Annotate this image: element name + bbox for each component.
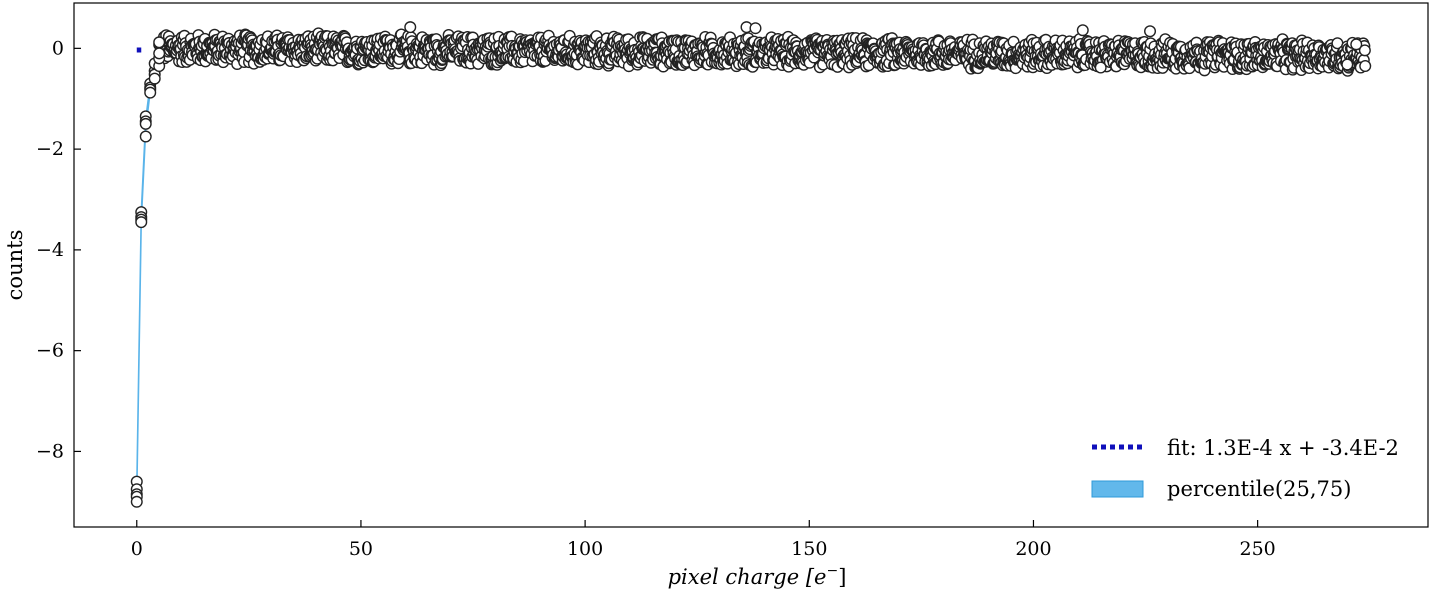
data-point xyxy=(153,47,166,60)
y-tick-label: −6 xyxy=(36,340,64,362)
legend-percentile-swatch xyxy=(1091,480,1144,498)
y-tick-label: 0 xyxy=(52,37,64,59)
data-point xyxy=(1076,24,1089,37)
data-point xyxy=(139,117,152,130)
x-axis-label-main: pixel charge xyxy=(668,565,800,589)
y-tick-label: −8 xyxy=(36,440,64,462)
x-axis-label-space xyxy=(799,565,806,589)
data-point xyxy=(749,22,762,35)
percentile-band xyxy=(136,46,1366,497)
x-axis-label-superscript: − xyxy=(826,563,838,579)
data-point xyxy=(1341,58,1354,71)
data-point xyxy=(404,21,417,34)
data-point xyxy=(153,36,166,49)
x-tick-label: 50 xyxy=(349,538,373,560)
x-axis-label-unit: [e xyxy=(806,565,827,589)
legend-item-fit: fit: 1.3E-4 x + -3.4E-2 xyxy=(1092,436,1399,460)
x-tick-label: 100 xyxy=(567,538,603,560)
data-point xyxy=(148,72,161,85)
data-point xyxy=(139,130,152,143)
x-tick-label: 150 xyxy=(791,538,827,560)
data-point xyxy=(1350,38,1363,51)
x-tick-label: 200 xyxy=(1015,538,1051,560)
x-axis-label: pixel charge [e−] xyxy=(668,563,847,589)
data-point xyxy=(1094,61,1107,74)
plot-frame xyxy=(73,2,1429,528)
data-point xyxy=(135,216,148,229)
x-tick-label: 0 xyxy=(131,538,143,560)
legend: fit: 1.3E-4 x + -3.4E-2 percentile(25,75… xyxy=(1091,436,1399,501)
legend-percentile-label: percentile(25,75) xyxy=(1167,477,1351,501)
data-point xyxy=(1144,25,1157,38)
legend-fit-label: fit: 1.3E-4 x + -3.4E-2 xyxy=(1167,436,1399,460)
axis-ticks-layer: 0 50 100 150 200 250 0 −2 −4 −6 −8 xyxy=(36,37,1276,560)
data-point xyxy=(1359,59,1372,72)
y-tick-label: −4 xyxy=(36,239,64,261)
y-axis-label: counts xyxy=(3,230,27,301)
legend-item-percentile: percentile(25,75) xyxy=(1091,477,1351,501)
x-axis-label-close: ] xyxy=(838,565,846,589)
data-point xyxy=(130,495,143,508)
x-tick-label: 250 xyxy=(1239,538,1275,560)
data-point xyxy=(1358,44,1371,57)
data-point xyxy=(144,86,157,99)
data-points-layer xyxy=(130,21,1372,508)
y-tick-label: −2 xyxy=(36,138,64,160)
percentile-band-layer xyxy=(136,46,1366,497)
